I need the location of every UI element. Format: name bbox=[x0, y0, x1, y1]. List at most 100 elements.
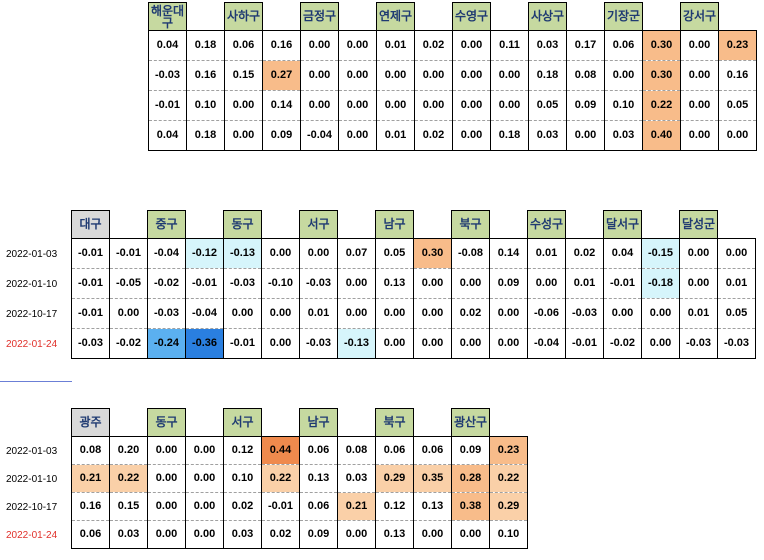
value-cell: 0.10 bbox=[489, 520, 528, 549]
value-cell: 0.00 bbox=[109, 298, 148, 329]
value-cell: 0.02 bbox=[223, 492, 262, 521]
value-cell: 0.13 bbox=[413, 492, 452, 521]
value-cell: -0.01 bbox=[148, 90, 187, 121]
district-header: 수성구 bbox=[527, 210, 566, 239]
table-row: -0.01 0.00 -0.03 -0.04 0.00 0.00 0.01 0.00 0.00 0… bbox=[71, 298, 756, 329]
value-cell: 0.18 bbox=[186, 120, 225, 151]
value-cell: 0.00 bbox=[527, 268, 566, 299]
value-cell: -0.24 bbox=[147, 328, 186, 359]
header-spacer bbox=[261, 408, 300, 437]
busan-table: 해운대구 사하구 금정구 연제구 수영구 사상구 기장군 강서구 0.04 0.18 0.06 0.1… bbox=[148, 2, 757, 151]
value-cell: 0.15 bbox=[109, 492, 148, 521]
district-header: 대구 bbox=[71, 210, 110, 239]
value-cell: 0.08 bbox=[566, 60, 605, 91]
value-cell: 0.00 bbox=[679, 238, 718, 269]
value-cell: 0.03 bbox=[528, 120, 567, 151]
value-cell: 0.16 bbox=[262, 30, 301, 61]
value-cell: -0.01 bbox=[71, 238, 110, 269]
header-spacer bbox=[337, 210, 376, 239]
value-cell: 0.00 bbox=[185, 492, 224, 521]
value-cell: -0.02 bbox=[147, 268, 186, 299]
value-cell: 0.14 bbox=[489, 238, 528, 269]
district-header: 기장군 bbox=[604, 2, 643, 31]
value-cell: 0.00 bbox=[489, 328, 528, 359]
value-cell: 0.23 bbox=[489, 436, 528, 465]
district-header: 동구 bbox=[223, 210, 262, 239]
value-cell: 0.04 bbox=[148, 30, 187, 61]
district-header: 사상구 bbox=[528, 2, 567, 31]
value-cell: 0.13 bbox=[299, 464, 338, 493]
district-header: 남구 bbox=[375, 210, 414, 239]
value-cell: 0.08 bbox=[71, 436, 110, 465]
district-header: 금정구 bbox=[300, 2, 339, 31]
header-spacer bbox=[262, 2, 301, 31]
value-cell: 0.06 bbox=[71, 520, 110, 549]
value-cell: 0.13 bbox=[375, 520, 414, 549]
value-cell: 0.00 bbox=[185, 520, 224, 549]
value-cell: 0.00 bbox=[451, 328, 490, 359]
value-cell: -0.03 bbox=[299, 328, 338, 359]
value-cell: -0.01 bbox=[109, 238, 148, 269]
value-cell: 0.00 bbox=[261, 328, 300, 359]
value-cell: 0.03 bbox=[223, 520, 262, 549]
value-cell: -0.04 bbox=[147, 238, 186, 269]
value-cell: 0.09 bbox=[489, 268, 528, 299]
value-cell: 0.00 bbox=[223, 298, 262, 329]
value-cell: 0.00 bbox=[224, 90, 263, 121]
table-row: 0.16 0.15 0.00 0.00 0.02 -0.01 0.06 0.21 0.12 0.1… bbox=[71, 492, 528, 521]
value-cell: 0.04 bbox=[148, 120, 187, 151]
value-cell: 0.00 bbox=[451, 268, 490, 299]
value-cell: 0.12 bbox=[223, 436, 262, 465]
value-cell: 0.01 bbox=[717, 268, 756, 299]
value-cell: 0.38 bbox=[451, 492, 490, 521]
value-cell: 0.30 bbox=[642, 30, 681, 61]
value-cell: -0.01 bbox=[261, 492, 300, 521]
value-cell: 0.03 bbox=[604, 120, 643, 151]
header-spacer bbox=[337, 408, 376, 437]
header-spacer bbox=[186, 2, 225, 31]
district-header: 사하구 bbox=[224, 2, 263, 31]
value-cell: 0.29 bbox=[489, 492, 528, 521]
value-cell: 0.05 bbox=[717, 298, 756, 329]
value-cell: 0.22 bbox=[489, 464, 528, 493]
table-row: 0.21 0.22 0.00 0.00 0.10 0.22 0.13 0.03 0.29 0.35… bbox=[71, 464, 528, 493]
value-cell: 0.22 bbox=[109, 464, 148, 493]
value-cell: -0.01 bbox=[185, 268, 224, 299]
value-cell: 0.00 bbox=[414, 60, 453, 91]
gwangju-table-body: 광주 동구 서구 남구 북구 광산구 0.08 0.20 0.00 0.00 0.12 0.44 0.0… bbox=[71, 408, 528, 549]
value-cell: 0.02 bbox=[414, 120, 453, 151]
table-row: -0.01 -0.05 -0.02 -0.01 -0.03 -0.10 -0.03 0.00 0… bbox=[71, 268, 756, 299]
value-cell: 0.00 bbox=[299, 238, 338, 269]
value-cell: -0.04 bbox=[300, 120, 339, 151]
value-cell: -0.01 bbox=[223, 328, 262, 359]
date-label: 2022-10-17 bbox=[6, 309, 58, 320]
value-cell: 0.02 bbox=[451, 298, 490, 329]
header-spacer bbox=[565, 210, 604, 239]
date-label: 2022-01-10 bbox=[6, 474, 58, 485]
value-cell: 0.00 bbox=[375, 328, 414, 359]
value-cell: 0.00 bbox=[338, 60, 377, 91]
value-cell: -0.13 bbox=[223, 238, 262, 269]
value-cell: 0.10 bbox=[604, 90, 643, 121]
value-cell: 0.09 bbox=[299, 520, 338, 549]
value-cell: -0.03 bbox=[223, 268, 262, 299]
table-row: 0.04 0.18 0.06 0.16 0.00 0.00 0.01 0.02 0.00 0.11… bbox=[148, 30, 757, 61]
value-cell: 0.04 bbox=[603, 238, 642, 269]
value-cell: 0.00 bbox=[300, 90, 339, 121]
value-cell: 0.28 bbox=[451, 464, 490, 493]
district-header: 광주 bbox=[71, 408, 110, 437]
value-cell: -0.13 bbox=[337, 328, 376, 359]
value-cell: 0.00 bbox=[452, 90, 491, 121]
header-spacer bbox=[489, 210, 528, 239]
value-cell: 0.07 bbox=[337, 238, 376, 269]
value-cell: -0.18 bbox=[641, 268, 680, 299]
value-cell: 0.00 bbox=[337, 520, 376, 549]
value-cell: 0.00 bbox=[641, 328, 680, 359]
value-cell: 0.00 bbox=[224, 120, 263, 151]
value-cell: 0.00 bbox=[338, 120, 377, 151]
value-cell: 0.06 bbox=[375, 436, 414, 465]
value-cell: -0.36 bbox=[185, 328, 224, 359]
value-cell: -0.08 bbox=[451, 238, 490, 269]
value-cell: 0.16 bbox=[186, 60, 225, 91]
date-label: 2022-01-03 bbox=[6, 249, 58, 260]
